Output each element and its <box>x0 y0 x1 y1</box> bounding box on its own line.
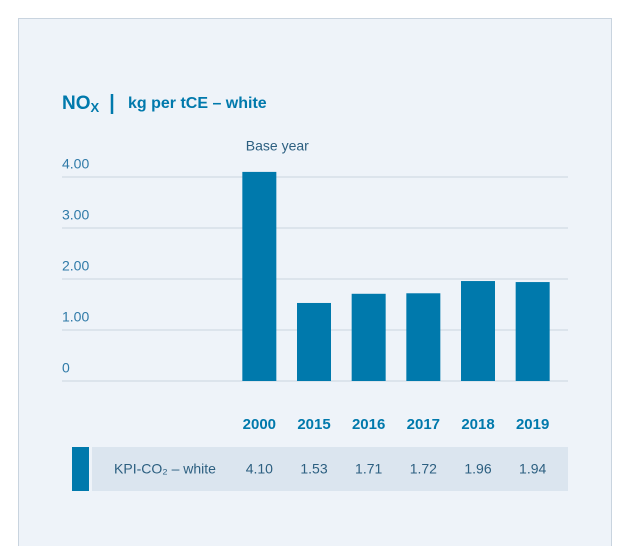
value-label: 4.10 <box>246 461 273 477</box>
x-tick-label: 2000 <box>243 416 276 433</box>
annotation: Base year <box>246 138 309 154</box>
y-tick-label: 3.00 <box>62 207 89 223</box>
legend-swatch <box>72 447 89 491</box>
table-row <box>92 447 568 491</box>
y-tick-label: 0 <box>62 360 70 376</box>
x-tick-label: 2015 <box>297 416 330 433</box>
y-tick-label: 2.00 <box>62 258 89 274</box>
bar <box>351 293 386 381</box>
value-label: 1.96 <box>464 461 491 477</box>
value-label: 1.72 <box>410 461 437 477</box>
bar <box>461 281 495 381</box>
x-tick-label: 2017 <box>407 416 440 433</box>
bar <box>406 293 441 381</box>
x-tick-label: 2019 <box>516 416 549 433</box>
y-tick-label: 4.00 <box>62 156 89 172</box>
y-tick-label: 1.00 <box>62 309 89 325</box>
bar <box>297 302 331 381</box>
title-subscript: X <box>91 100 100 115</box>
chart-subtitle: kg per tCE – white <box>128 95 267 112</box>
title-main: NO <box>62 93 91 114</box>
value-label: 1.94 <box>519 461 546 477</box>
legend-label: KPI-CO₂ – white <box>114 461 216 477</box>
bar <box>515 282 550 381</box>
x-tick-label: 2018 <box>461 416 494 433</box>
chart-title: NOX <box>62 93 100 115</box>
value-label: 1.71 <box>355 461 382 477</box>
x-tick-label: 2016 <box>352 416 385 433</box>
bar <box>242 171 277 381</box>
value-label: 1.53 <box>300 461 327 477</box>
